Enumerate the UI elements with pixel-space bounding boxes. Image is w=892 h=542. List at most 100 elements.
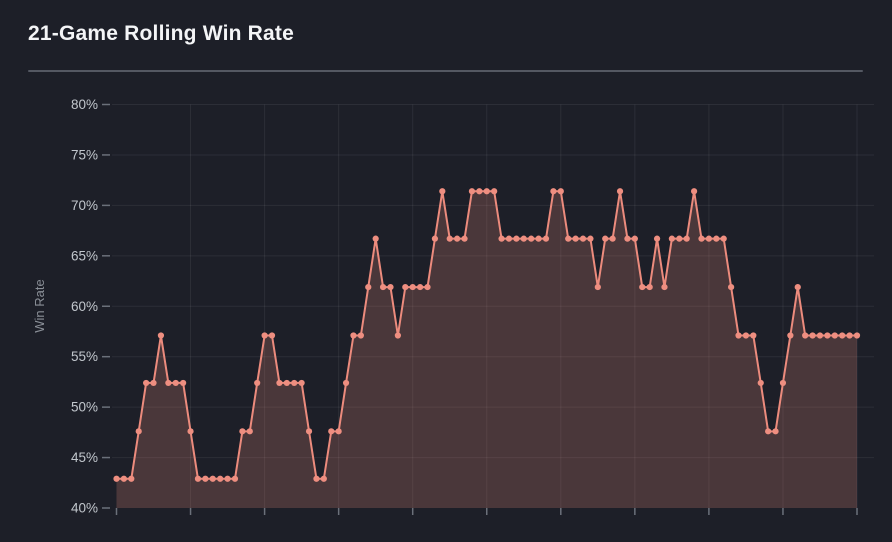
y-axis-labels: 40% 45% 50% 55% 60% 65% 70% 75% 80% [71, 97, 98, 516]
data-point-marker [409, 283, 416, 291]
data-point-marker [765, 428, 772, 435]
data-point-marker [261, 332, 268, 339]
data-point-marker [772, 428, 779, 435]
data-point-marker [483, 188, 490, 195]
data-point-marker [365, 283, 372, 291]
data-point-marker [520, 235, 527, 242]
data-point-marker [505, 235, 513, 242]
data-point-marker [187, 428, 194, 435]
data-point-marker [698, 235, 705, 242]
grid-layer [112, 104, 874, 508]
data-point-marker [194, 475, 202, 482]
data-point-marker [128, 475, 135, 482]
data-point-marker [668, 235, 675, 242]
data-point-marker [802, 332, 809, 339]
data-point-marker [246, 428, 253, 435]
data-point-marker [283, 379, 290, 387]
data-point-marker [268, 332, 276, 339]
data-point-marker [676, 235, 683, 242]
data-point-marker [742, 332, 750, 339]
data-point-marker [320, 475, 327, 482]
data-point-marker [298, 379, 305, 387]
data-point-marker [639, 283, 646, 291]
data-point-marker [846, 332, 853, 339]
data-point-marker [387, 283, 394, 291]
data-point-marker [239, 428, 246, 435]
y-tick-label: 45% [71, 450, 98, 465]
data-point-marker [491, 188, 498, 195]
data-point-marker [439, 188, 446, 195]
data-point-marker [750, 332, 757, 339]
chart-title: 21-Game Rolling Win Rate [28, 22, 294, 45]
data-point-marker [831, 332, 838, 339]
data-point-marker [609, 235, 616, 242]
data-point-marker [350, 332, 357, 339]
data-point-marker [172, 379, 179, 387]
title-divider [28, 70, 863, 72]
data-point-marker [646, 283, 653, 291]
y-tick-label: 65% [71, 248, 98, 263]
data-point-marker [431, 235, 439, 242]
tick-layer [102, 103, 858, 515]
data-point-marker [180, 379, 187, 387]
data-point-marker [572, 235, 579, 242]
data-point-marker [653, 235, 661, 242]
data-point-marker [276, 379, 283, 387]
data-point-marker [557, 188, 564, 195]
data-point-marker [150, 379, 157, 387]
data-point-marker [735, 332, 742, 339]
data-point-marker [379, 283, 387, 291]
data-point-marker [424, 283, 431, 291]
data-point-marker [528, 235, 535, 242]
data-point-marker [328, 428, 335, 435]
data-point-marker [120, 475, 128, 482]
data-point-marker [839, 332, 846, 339]
data-point-marker [446, 235, 453, 242]
data-point-marker [616, 188, 624, 195]
data-point-marker [135, 428, 142, 435]
data-point-marker [417, 283, 424, 291]
data-point-marker [113, 475, 120, 482]
data-point-marker [342, 379, 350, 387]
data-point-marker [313, 475, 320, 482]
data-point-marker [809, 332, 816, 339]
data-point-marker [579, 235, 587, 242]
data-point-marker [224, 475, 231, 482]
data-point-marker [202, 475, 209, 482]
data-point-marker [602, 235, 609, 242]
data-point-marker [254, 379, 261, 387]
data-point-marker [535, 235, 542, 242]
data-point-marker [853, 332, 861, 339]
data-point-marker [565, 235, 572, 242]
y-tick-label: 50% [71, 400, 98, 415]
data-point-marker [372, 235, 379, 242]
data-point-marker [461, 235, 468, 242]
data-point-marker [683, 235, 690, 242]
data-point-marker [661, 283, 668, 291]
data-point-marker [476, 188, 483, 195]
data-point-marker [550, 188, 557, 195]
data-point-marker [787, 332, 794, 339]
data-point-marker [816, 332, 824, 339]
y-tick-label: 75% [71, 147, 98, 162]
data-point-marker [217, 475, 224, 482]
data-point-marker [498, 235, 505, 242]
y-tick-label: 70% [71, 198, 98, 213]
data-point-marker [631, 235, 638, 242]
data-point-marker [720, 235, 727, 242]
data-point-marker [291, 379, 298, 387]
y-tick-label: 80% [71, 97, 98, 112]
data-point-marker [542, 235, 550, 242]
data-point-marker [757, 379, 764, 387]
data-point-marker [624, 235, 631, 242]
data-point-marker [587, 235, 594, 242]
data-point-marker [794, 283, 801, 291]
data-point-marker [165, 379, 172, 387]
data-point-marker [335, 428, 342, 435]
data-point-marker [143, 379, 150, 387]
data-point-marker [824, 332, 831, 339]
data-point-marker [779, 379, 787, 387]
data-point-marker [513, 235, 520, 242]
